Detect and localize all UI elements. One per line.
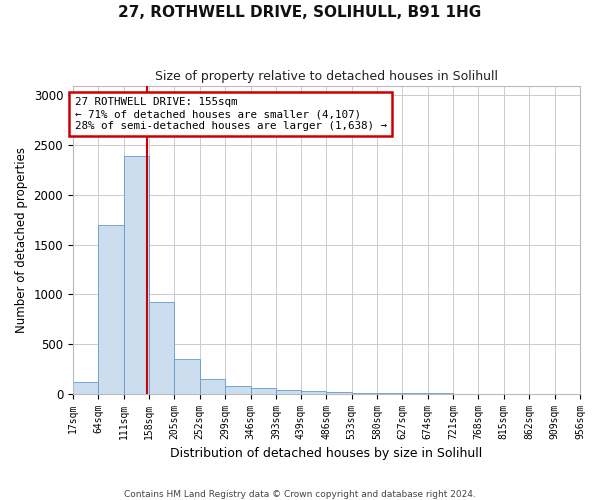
Y-axis label: Number of detached properties: Number of detached properties [15,146,28,332]
Bar [251,388,276,394]
Bar [326,392,352,394]
Bar [276,390,301,394]
Text: Contains HM Land Registry data © Crown copyright and database right 2024.: Contains HM Land Registry data © Crown c… [124,490,476,499]
Bar [149,302,175,394]
Bar [98,224,124,394]
Title: Size of property relative to detached houses in Solihull: Size of property relative to detached ho… [155,70,498,83]
Text: 27 ROTHWELL DRIVE: 155sqm
← 71% of detached houses are smaller (4,107)
28% of se: 27 ROTHWELL DRIVE: 155sqm ← 71% of detac… [74,98,386,130]
Bar [301,390,326,394]
Bar [352,392,377,394]
Bar [73,382,98,394]
Bar [175,359,200,394]
X-axis label: Distribution of detached houses by size in Solihull: Distribution of detached houses by size … [170,447,482,460]
Bar [200,380,225,394]
Bar [225,386,251,394]
Bar [124,156,149,394]
Text: 27, ROTHWELL DRIVE, SOLIHULL, B91 1HG: 27, ROTHWELL DRIVE, SOLIHULL, B91 1HG [118,5,482,20]
